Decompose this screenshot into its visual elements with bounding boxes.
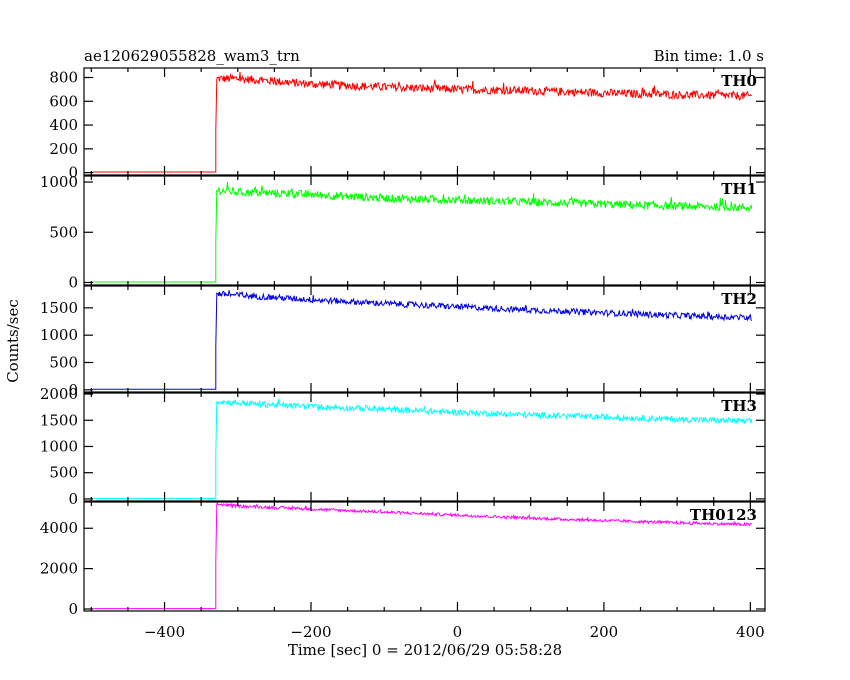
panel-th0: 0 200 400 600 800 TH0 [49, 67, 766, 182]
y-tick-label: 2000 [40, 385, 78, 403]
y-tick-label: 1500 [40, 299, 78, 317]
y-tick-label: 0 [68, 600, 78, 618]
series-label: TH0123 [690, 506, 757, 524]
y-tick-label: 0 [68, 490, 78, 508]
panel-frame [83, 175, 766, 286]
panel-frame [83, 285, 766, 393]
y-tick-label: 1000 [40, 173, 78, 191]
panel-th3: 0 500 1000 1500 2000 TH3 [40, 385, 766, 508]
y-tick-label: 800 [49, 69, 78, 87]
series-label: TH0 [721, 72, 757, 90]
y-tick-label: 400 [49, 116, 78, 134]
y-tick-label: 2000 [40, 560, 78, 578]
series-label: TH1 [721, 180, 757, 198]
series-th1-line [92, 181, 753, 283]
chart-title: ae120629055828_wam3_trn [84, 47, 300, 65]
y-tick-label: 500 [49, 464, 78, 482]
series-th2-line [92, 290, 752, 390]
x-tick-label: −400 [144, 623, 185, 641]
bin-time-label: Bin time: 1.0 s [654, 47, 764, 65]
x-axis-label: Time [sec] 0 = 2012/06/29 05:58:28 [288, 641, 562, 659]
panel-frame [83, 67, 766, 176]
panels-group: 0 200 400 600 800 TH0 0 500 1000 TH1 0 500 1000 1500 T… [40, 67, 766, 641]
panel-frame [83, 501, 766, 612]
x-tick-label: 400 [736, 623, 765, 641]
series-label: TH3 [721, 397, 757, 415]
y-tick-label: 500 [49, 223, 78, 241]
y-tick-label: 4000 [40, 519, 78, 537]
series-label: TH2 [721, 290, 757, 308]
x-tick-label: 200 [590, 623, 619, 641]
series-th0123-line [92, 502, 753, 610]
y-tick-label: 600 [49, 92, 78, 110]
y-tick-label: 1500 [40, 411, 78, 429]
series-th0-line [92, 72, 752, 173]
x-tick-label: −200 [290, 623, 331, 641]
y-axis-label: Counts/sec [4, 299, 22, 383]
y-tick-label: 0 [68, 273, 78, 291]
y-tick-label: 500 [49, 353, 78, 371]
y-tick-label: 1000 [40, 437, 78, 455]
panel-th0123: 0 2000 4000 TH0123 [40, 501, 766, 618]
y-tick-label: 0 [68, 164, 78, 182]
x-tick-label: 0 [453, 623, 463, 641]
panel-th1: 0 500 1000 TH1 [40, 173, 766, 291]
series-th3-line [92, 398, 753, 499]
y-tick-label: 1000 [40, 326, 78, 344]
y-tick-label: 0 [68, 381, 78, 399]
y-tick-label: 200 [49, 140, 78, 158]
panel-th2: 0 500 1000 1500 TH2 [40, 285, 766, 399]
